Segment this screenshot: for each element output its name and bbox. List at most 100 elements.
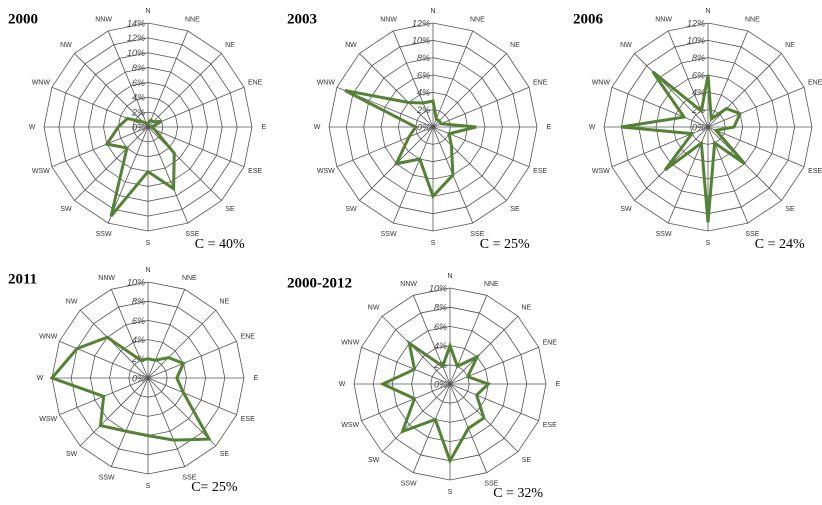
spoke [412,295,451,385]
category-label: NE [225,42,235,49]
category-label: SW [60,206,72,213]
chart-title: 2006 [573,11,604,27]
spoke [634,53,709,128]
spoke [336,126,434,168]
tick-label: 12% [127,33,145,43]
category-label: SE [510,206,520,213]
category-label: NW [620,42,632,49]
spoke [449,315,519,385]
category-label: NE [220,298,230,305]
category-label: WNW [39,334,58,341]
annotation: C = 32% [493,486,543,501]
tick-label: 4% [692,88,705,98]
category-label: W [589,124,596,131]
category-label: NNW [95,17,112,24]
category-label: SSE [470,231,484,238]
category-label: NW [368,304,380,311]
data-line [379,339,492,465]
spoke [449,383,539,422]
spoke [147,340,237,379]
spoke [147,30,189,128]
category-label: WNW [592,79,611,86]
spoke [432,86,530,128]
category-label: SSE [745,231,759,238]
spoke [51,126,149,168]
data-line [49,335,212,442]
spoke [361,383,451,422]
tick-label: 10% [127,48,145,58]
category-label: WNW [317,79,336,86]
category-label: ESE [241,416,255,423]
category-label: NNW [400,281,417,288]
tick-label: 8% [132,63,145,73]
category-label: S [146,240,151,247]
category-label: SSW [96,231,112,238]
category-label: ESE [248,168,262,175]
spoke [449,295,488,385]
spoke [110,377,149,467]
category-label: ENE [808,79,822,86]
spoke [707,126,805,168]
category-label: SSE [185,231,199,238]
spoke [381,315,451,385]
annotation: C = 40% [195,237,245,252]
category-label: SW [368,457,380,464]
category-label: W [37,375,44,382]
chart-title: 2000 [8,11,38,27]
category-label: E [254,375,259,382]
category-label: ESE [543,422,557,429]
spoke [412,383,451,473]
category-label: NNE [470,17,485,24]
category-label: WSW [39,416,57,423]
category-label: SSW [401,481,417,488]
spoke [432,126,507,201]
category-label: N [145,267,150,274]
category-label: WSW [592,168,610,175]
tick-label: 4% [132,93,145,103]
spoke [147,309,217,379]
category-label: SSW [656,231,672,238]
category-label: ESE [533,168,547,175]
category-label: SSE [484,481,498,488]
annotation: C = 25% [480,237,530,252]
tick-label: 10% [127,277,145,287]
tick-label: 4% [132,335,145,345]
category-label: W [339,381,346,388]
category-label: NE [522,304,532,311]
category-label: ENE [248,79,263,86]
spoke [147,86,245,128]
spoke [359,53,434,128]
category-label: E [556,381,561,388]
spoke [147,126,189,224]
spoke [707,53,782,128]
tick-label: 2% [131,108,145,118]
tick-label: 0% [692,122,705,132]
tick-label: 6% [132,316,145,326]
data-line [104,116,176,218]
category-label: NNE [185,17,200,24]
tick-label: 12% [687,18,705,28]
tick-label: 6% [434,322,447,332]
category-label: NNE [484,281,499,288]
category-label: W [29,124,36,131]
spoke [707,30,749,128]
spoke [107,30,149,128]
category-label: SE [225,206,235,213]
category-label: W [314,124,321,131]
category-label: ENE [533,79,548,86]
tick-label: 2% [416,105,430,115]
category-label: NNE [745,17,760,24]
spoke [392,126,434,224]
category-label: E [547,124,552,131]
tick-label: 6% [132,78,145,88]
category-label: WNW [341,340,360,347]
tick-label: 0% [132,373,145,383]
category-label: SE [785,206,795,213]
tick-label: 6% [417,70,430,80]
spoke [107,126,149,224]
category-label: S [146,483,151,490]
spoke [707,86,805,128]
category-label: SW [620,206,632,213]
category-label: SSE [182,475,196,482]
category-label: WNW [32,79,51,86]
